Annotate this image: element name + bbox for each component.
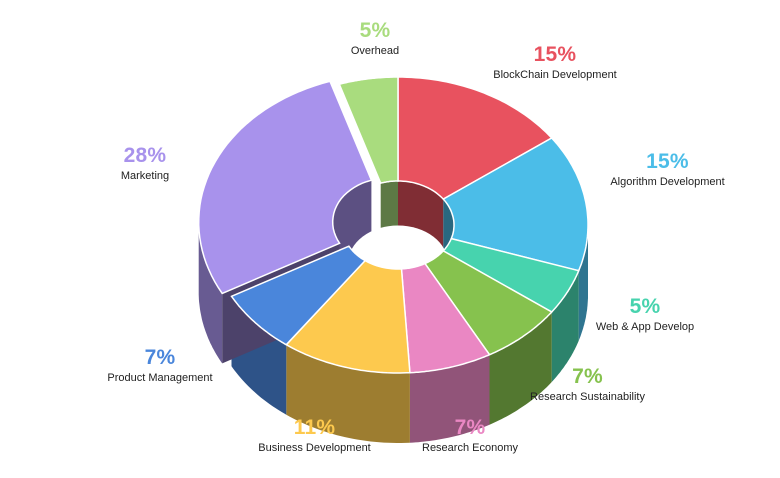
slice-blockchain-development [397,76,553,201]
slice-percent-business-development: 11% [293,416,336,439]
slice-side-7 [198,222,223,364]
slice-percent-marketing: 28% [123,144,167,167]
slice-side-1 [578,225,588,341]
label-product-management: 7% Product Management [95,347,225,385]
slice-label-product-management: Product Management [107,372,213,384]
slice-percent-blockchain: 15% [533,43,577,66]
slice-marketing [197,80,373,295]
slice-percent-web-app: 5% [629,295,661,318]
slice-label-research-economy: Research Economy [422,442,518,454]
slice-side-3 [489,312,552,425]
slice-side-2 [551,270,579,382]
label-overhead: 5% Overhead [330,20,420,58]
label-blockchain-development: 15% BlockChain Development [470,44,640,82]
slice-label-research-sustainability: Research Sustainability [530,391,645,403]
slice-label-algorithm: Algorithm Development [610,176,725,188]
donut-top-layer [197,76,589,374]
label-algorithm-development: 15% Algorithm Development [590,151,745,189]
slice-product-management [230,245,367,346]
slice-algorithm-development [442,137,589,272]
slice-business-development [285,259,411,374]
slice-label-blockchain: BlockChain Development [493,69,617,81]
slice-percent-product-management: 7% [144,346,176,369]
label-research-sustainability: 7% Research Sustainability [515,366,660,404]
slice-percent-algorithm: 15% [646,150,689,173]
label-business-development: 11% Business Development [242,417,387,455]
slice-label-overhead: Overhead [350,45,400,57]
label-research-economy: 7% Research Economy [410,417,530,455]
slice-label-business-development: Business Development [258,442,371,454]
label-web-app-develop: 5% Web & App Develop [585,296,705,334]
slice-label-web-app: Web & App Develop [595,321,695,333]
slice-overhead [338,76,399,185]
slice-label-marketing: Marketing [120,170,170,182]
slice-research-sustainability [423,249,553,356]
slice-side-5 [286,344,410,443]
slice-side-4 [409,354,490,443]
slice-percent-research-economy: 7% [454,416,486,439]
slice-percent-research-sustainability: 7% [572,365,603,388]
slice-percent-overhead: 5% [359,19,391,42]
slice-research-economy [400,262,491,374]
label-marketing: 28% Marketing [100,145,190,183]
slice-web-app-develop [442,237,580,313]
